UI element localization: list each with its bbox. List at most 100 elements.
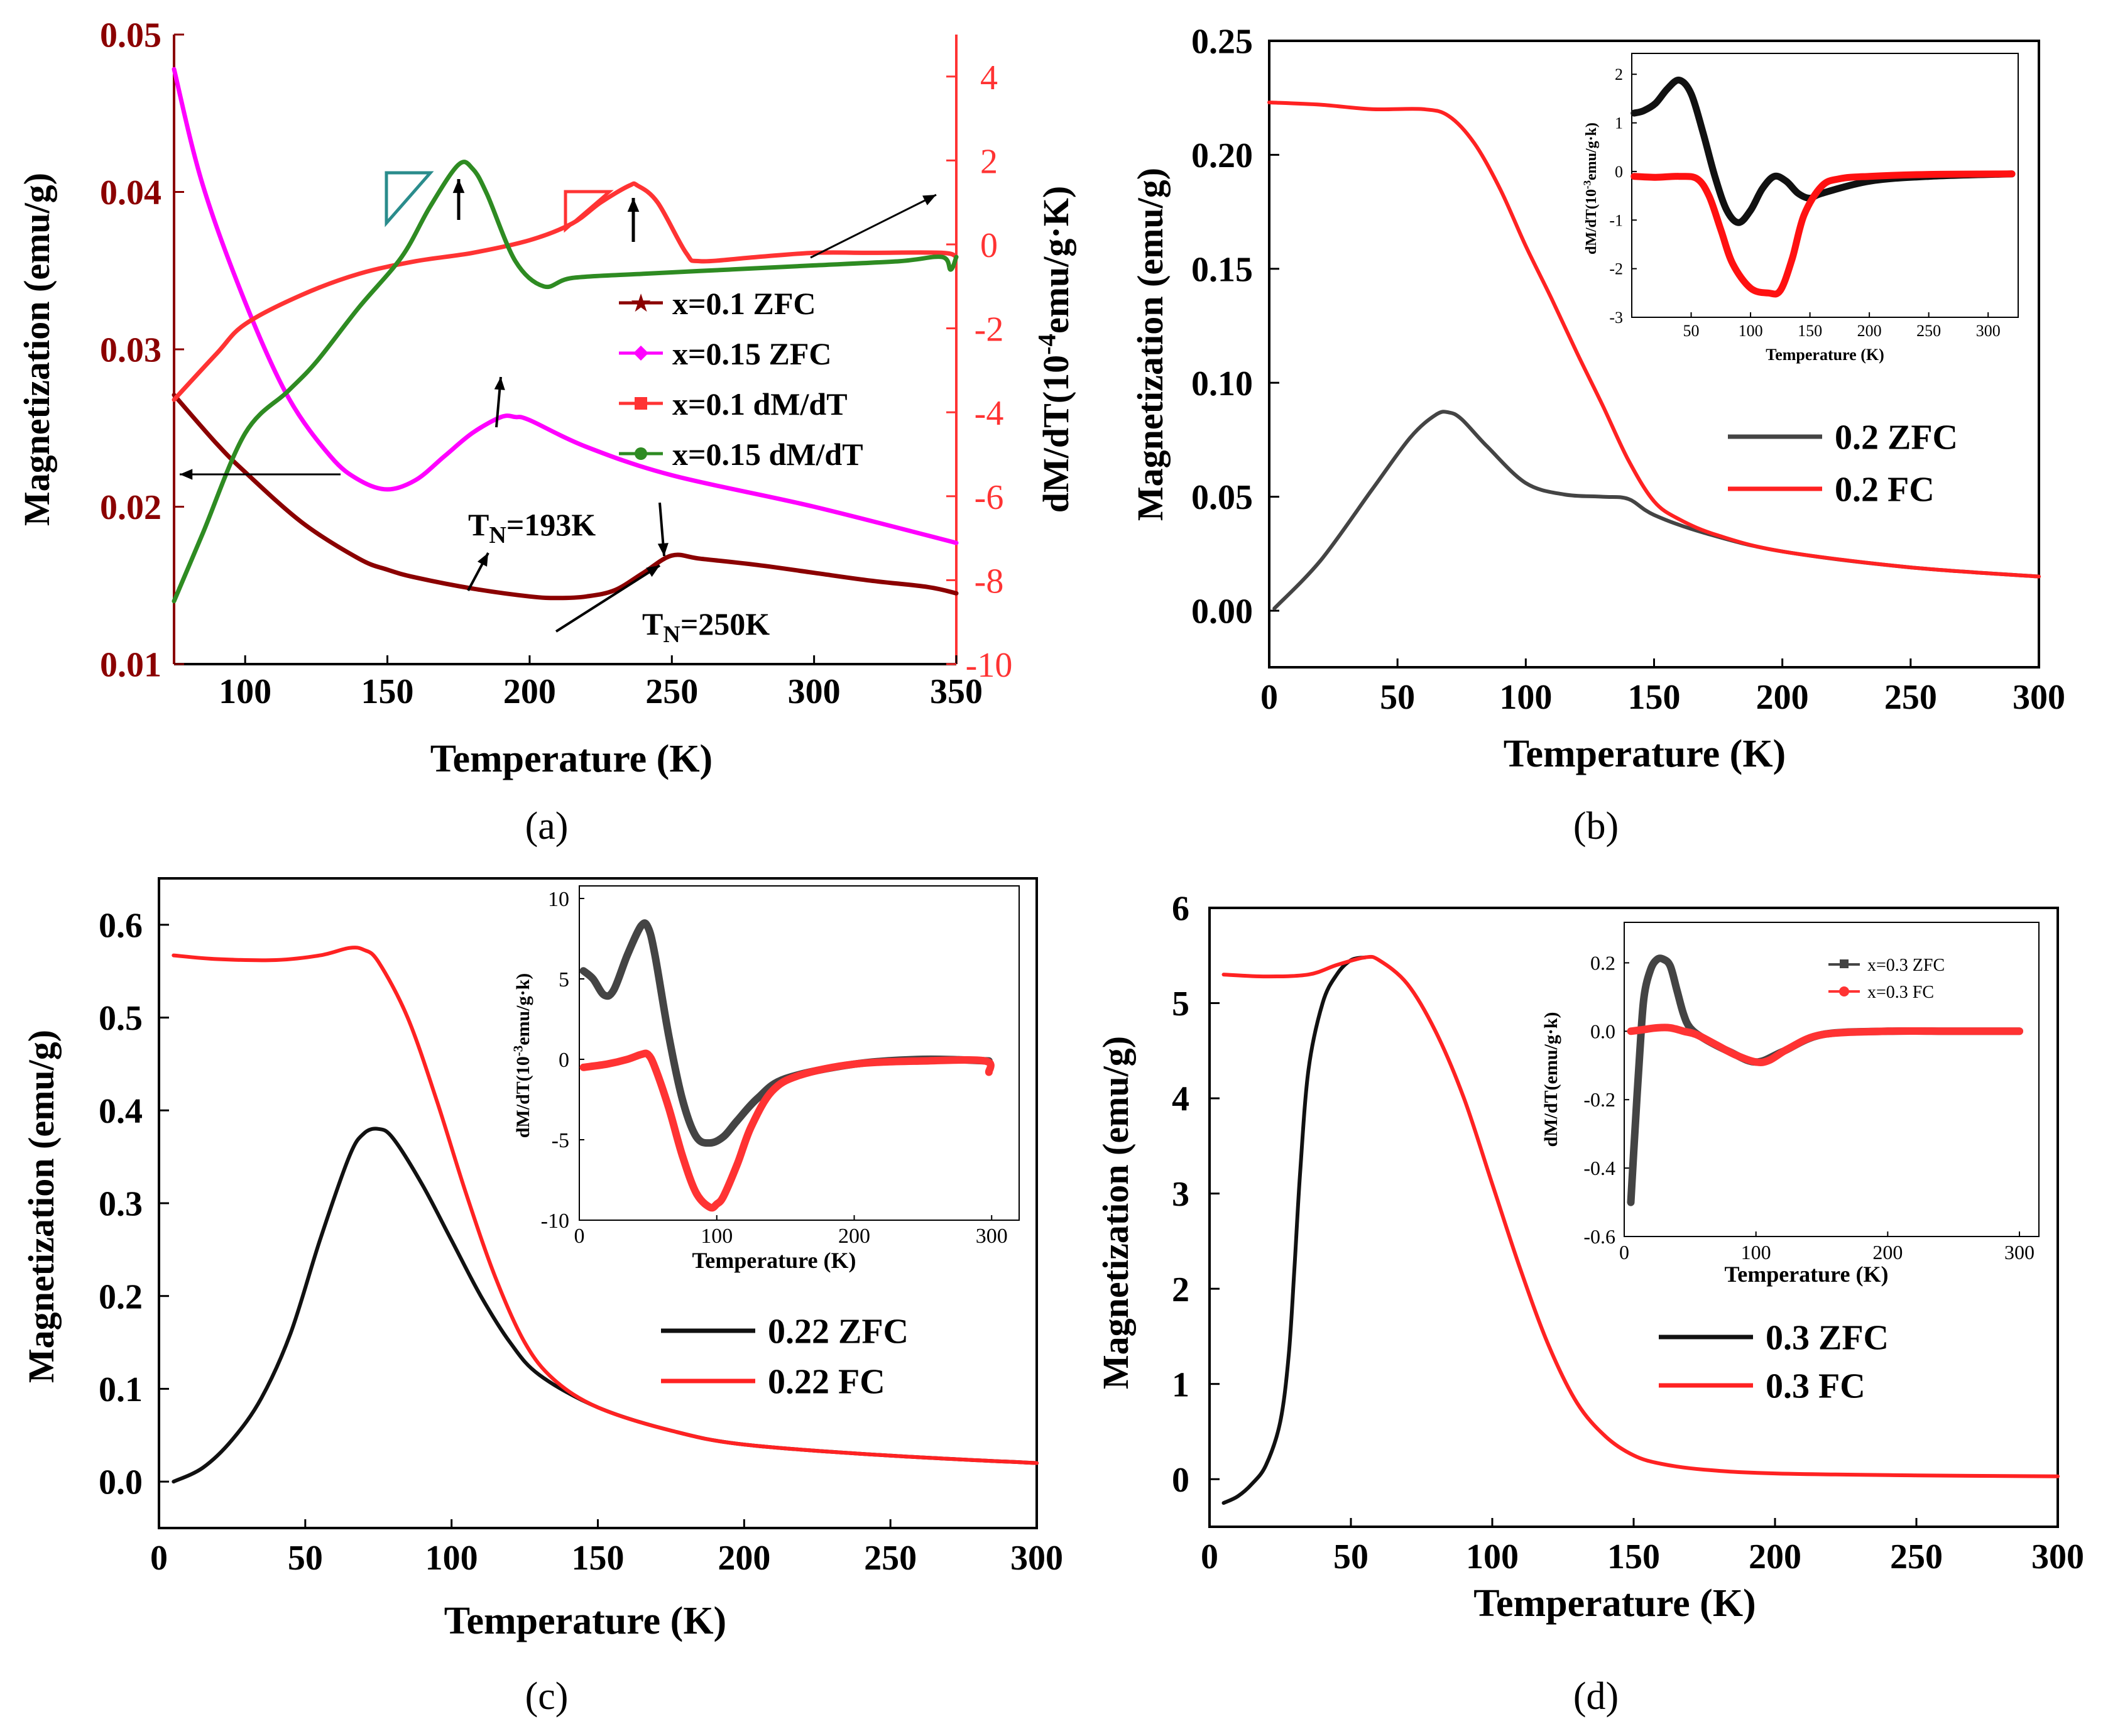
arrow-shaft <box>810 194 937 259</box>
panel-b-frame <box>1268 40 2040 669</box>
legend-label: x=0.15 dM/dT <box>672 437 863 472</box>
x-tick-label: 200 <box>718 1539 770 1578</box>
legend-a: ★ x=0.1 ZFC x=0.15 ZFC x=0.1 dM/dT x=0.15 dM… <box>619 286 863 472</box>
panel-d: 0 50 100 150 200 250 300 0 1 2 3 4 5 6 Temperature (K)… <box>1095 890 2084 1718</box>
inset-series-fc <box>1631 170 2016 298</box>
x-tick-label: 250 <box>864 1539 917 1578</box>
inset-y-tick-label: -0.2 <box>1583 1088 1615 1111</box>
y-tick-label: 0.15 <box>1191 250 1253 289</box>
inset-y-axis-title: dM/dT(emu/g·k) <box>1541 1012 1561 1147</box>
inset-x-tick-label: 100 <box>1741 1241 1771 1264</box>
inset-series-zfc <box>579 919 993 1147</box>
inset-series-fc <box>1627 1024 2023 1067</box>
inset-x-tick-label: 300 <box>976 1225 1008 1248</box>
series-zfc <box>172 1127 1039 1484</box>
label-sup: -4 <box>1033 334 1061 355</box>
panel-a-series <box>172 67 959 604</box>
inset-series-zfc <box>1631 76 2016 226</box>
y-tick-label: 0.05 <box>1191 478 1253 517</box>
y2-tick-label: 0 <box>980 226 998 265</box>
x-tick-label: 100 <box>1466 1537 1519 1576</box>
y2-axis-title: dM/dT(10-4emu/g·K) <box>1033 186 1076 513</box>
series-fc <box>1221 954 2060 1478</box>
legend-marker <box>1839 986 1849 996</box>
y-tick-label: 0.05 <box>100 16 161 55</box>
inset-c: 0 100 200 300 10 5 0 -5 -10 Temperature (K) dM/dT(… <box>511 885 1020 1273</box>
x-tick-label: 100 <box>219 672 271 711</box>
series-x-0-15-dm-dt <box>172 160 959 604</box>
caption-d: (d) <box>1573 1675 1619 1718</box>
y2-tick-label: 2 <box>980 142 998 181</box>
legend-d: 0.3 ZFC 0.3 FC <box>1659 1319 1889 1406</box>
x-axis-title: Temperature (K) <box>1473 1582 1756 1625</box>
y-tick-label: 0.2 <box>99 1277 143 1316</box>
arrow-head <box>627 198 640 212</box>
legend-label: x=0.3 FC <box>1867 983 1934 1002</box>
y-tick-label: 0.25 <box>1191 23 1253 62</box>
y-tick-label: 0.6 <box>99 906 143 945</box>
arrow-head <box>180 469 193 480</box>
y-tick-label: 4 <box>1172 1080 1189 1119</box>
y-tick-label: 0.10 <box>1191 364 1253 403</box>
inset-legend: x=0.3 ZFC x=0.3 FC <box>1828 956 1945 1002</box>
label-part: emu/g·K) <box>1035 186 1076 334</box>
x-tick-label: 150 <box>572 1539 625 1578</box>
red-triangle-icon <box>564 190 614 233</box>
y-tick-label: 0.1 <box>99 1370 143 1409</box>
y-tick-label: 2 <box>1172 1270 1189 1309</box>
x-tick-label: 250 <box>1884 678 1937 717</box>
inset-frame <box>1624 922 2040 1237</box>
tn-main: T <box>642 606 663 641</box>
inset-y-tick-label: -0.4 <box>1583 1157 1615 1179</box>
x-tick-label: 100 <box>425 1539 478 1578</box>
tn-rest: =193K <box>506 507 596 542</box>
inset-x-tick-label: 200 <box>1872 1241 1903 1264</box>
inset-x-tick-label: 0 <box>1619 1241 1629 1264</box>
inset-y-tick-label: -10 <box>541 1209 569 1233</box>
x-tick-label: 150 <box>1628 678 1681 717</box>
series-x-0-15-zfc <box>172 67 959 545</box>
x-axis-title: Temperature (K) <box>1504 733 1786 775</box>
series-x-0-1-dm-dt <box>172 181 959 402</box>
y-axis-title: Magnetization (emu/g) <box>1130 168 1171 521</box>
y-tick-label: 0.20 <box>1191 136 1253 175</box>
arrow-head <box>452 179 465 194</box>
inset-x-tick-label: 300 <box>1976 322 2001 340</box>
x-tick-label: 250 <box>1890 1537 1943 1576</box>
arrow-head <box>477 553 488 567</box>
inset-x-tick-label: 100 <box>701 1225 733 1248</box>
y-tick-label: 0.02 <box>100 488 161 527</box>
inset-x-tick-label: 50 <box>1683 322 1700 340</box>
inset-x-axis-title: Temperature (K) <box>1766 346 1884 364</box>
inset-x-tick-label: 200 <box>838 1225 870 1248</box>
series-x-0-1-zfc <box>172 393 959 601</box>
series-zfc <box>1221 955 1367 1505</box>
y-axis-title: Magnetization (emu/g) <box>16 173 57 526</box>
y-tick-label: 0.5 <box>99 999 143 1038</box>
panel-b: 0 50 100 150 200 250 3000.000.050.100.150.200.… <box>1130 23 2065 848</box>
y-tick-label: 0.3 <box>99 1185 143 1224</box>
legend-marker: ★ <box>630 289 652 317</box>
x-tick-label: 200 <box>1749 1537 1801 1576</box>
x-tick-label: 300 <box>2013 678 2065 717</box>
y-tick-label: 5 <box>1172 985 1189 1024</box>
tn-rest: =250K <box>680 606 770 641</box>
x-axis-title: Temperature (K) <box>444 1600 726 1642</box>
series-fc <box>172 946 1039 1465</box>
legend-marker <box>1840 959 1849 968</box>
inset-x-axis-title: Temperature (K) <box>692 1248 856 1273</box>
inset-x-tick-label: 200 <box>1857 322 1882 340</box>
x-tick-label: 0 <box>1201 1537 1218 1576</box>
inset-y-axis-title: dM/dT(10-3emu/g·k) <box>511 973 534 1138</box>
y-tick-label: 0.01 <box>100 646 161 685</box>
x-tick-label: 0 <box>150 1539 168 1578</box>
y-tick-label: 0 <box>1172 1461 1189 1500</box>
y2-tick-label: -10 <box>966 646 1013 685</box>
inset-b: 50 100 150 200 250 300 2 1 0 -1 -2 -3 Temperature (K… <box>1581 53 2019 364</box>
inset-y-tick-label: 0.2 <box>1590 951 1615 974</box>
x-tick-label: 150 <box>361 672 414 711</box>
arrow-head <box>922 195 936 205</box>
tn-label: TN=250K <box>642 606 770 648</box>
x-tick-label: 100 <box>1499 678 1552 717</box>
